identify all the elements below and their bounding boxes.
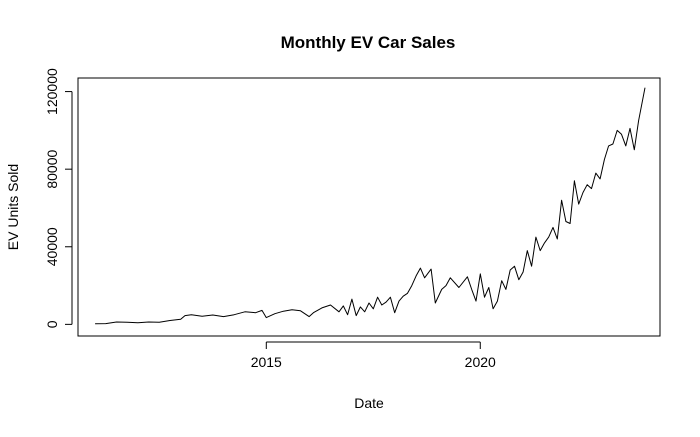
- plot-area-border: [77, 77, 661, 337]
- y-tick-label: 40000: [44, 227, 60, 266]
- y-tick-label: 120000: [44, 68, 60, 115]
- series-line: [95, 87, 646, 325]
- y-axis: 0 40000 80000 120000: [44, 68, 73, 328]
- y-axis-label: EV Units Sold: [5, 164, 21, 250]
- y-tick-label: 80000: [44, 149, 60, 188]
- x-axis: 2015 2020: [251, 341, 496, 370]
- x-tick-label: 2020: [465, 354, 496, 370]
- chart-title: Monthly EV Car Sales: [281, 33, 456, 52]
- x-axis-label: Date: [354, 395, 384, 411]
- y-tick-label: 0: [44, 320, 60, 328]
- x-tick-label: 2015: [251, 354, 282, 370]
